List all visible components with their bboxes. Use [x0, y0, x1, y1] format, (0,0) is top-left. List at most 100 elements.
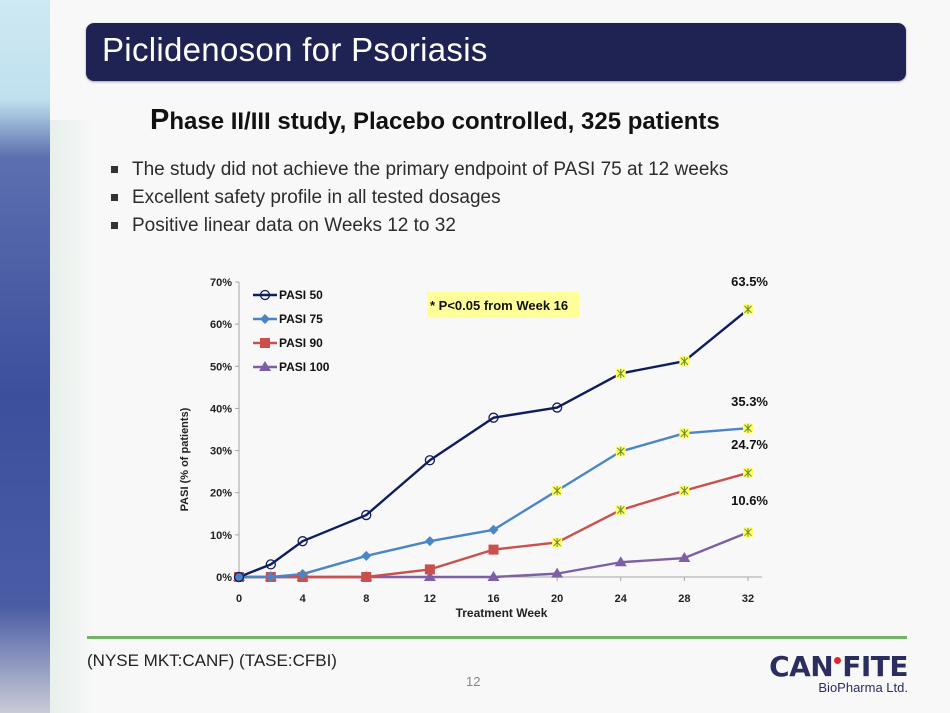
data-point-pasi-90	[424, 564, 435, 575]
asterisk-icon	[616, 505, 625, 515]
chart-svg: 0% 10% 20% 30% 40% 50% 60% 70% 0 4 8 12 16 20 24 28 32 Tr…	[179, 274, 768, 620]
legend-label: PASI 75	[279, 312, 323, 326]
data-point-pasi-75	[615, 446, 626, 457]
logo-red-dot-icon	[834, 657, 842, 664]
data-point-pasi-50	[679, 356, 690, 367]
data-point-pasi-100	[614, 556, 627, 567]
data-point-pasi-75	[361, 550, 372, 561]
subtitle-text: hase II/III study, Placebo controlled, 3…	[169, 108, 720, 135]
asterisk-icon	[744, 304, 752, 314]
data-point-pasi-75	[297, 569, 308, 580]
legend-marker-icon	[260, 338, 270, 348]
data-point-pasi-50	[297, 536, 308, 547]
bullet-list: The study did not achieve the primary en…	[111, 158, 728, 242]
series-line-pasi-90	[239, 471, 749, 579]
y-tick-label: 10%	[210, 530, 232, 542]
data-point-pasi-90	[743, 467, 753, 478]
y-tick-label: 50%	[210, 361, 232, 373]
asterisk-icon	[616, 446, 625, 456]
data-point-pasi-75	[424, 536, 435, 547]
legend-item: PASI 90	[253, 336, 323, 350]
data-point-pasi-75	[488, 524, 499, 535]
data-point-pasi-50	[488, 412, 499, 423]
data-point-pasi-90	[679, 485, 690, 496]
data-point-pasi-100	[678, 552, 691, 563]
asterisk-icon	[616, 368, 625, 378]
bullet-square-icon	[111, 222, 118, 229]
data-point-pasi-50	[424, 455, 436, 466]
y-tick-label: 70%	[210, 277, 232, 289]
legend-item: PASI 50	[253, 288, 323, 302]
data-point-pasi-50	[615, 368, 626, 379]
title-bar: Piclidenoson for Psoriasis	[86, 23, 906, 81]
slide-subtitle: Phase II/III study, Placebo controlled, …	[150, 104, 720, 137]
x-tick-label: 28	[678, 593, 690, 605]
x-tick-label: 8	[363, 593, 369, 605]
asterisk-icon	[680, 356, 689, 366]
y-tick-label: 40%	[210, 403, 232, 415]
legend-marker-icon	[260, 314, 270, 324]
y-tick-label: 0%	[216, 572, 232, 584]
data-point-pasi-50	[743, 304, 753, 315]
y-tick-label: 30%	[210, 446, 232, 458]
annotation-background	[427, 292, 579, 318]
asterisk-icon	[744, 423, 752, 433]
legend-item: PASI 100	[253, 360, 330, 374]
page-number: 12	[466, 674, 481, 689]
x-axis-title: Treatment Week	[456, 606, 548, 620]
data-point-pasi-50	[233, 571, 245, 583]
data-point-pasi-50	[361, 509, 372, 521]
bullet-item: Positive linear data on Weeks 12 to 32	[111, 214, 728, 242]
slide-title: Piclidenoson for Psoriasis	[102, 31, 488, 68]
chart-lines	[238, 308, 749, 579]
pasi-chart: 0% 10% 20% 30% 40% 50% 60% 70% 0 4 8 12 16 20 24 28 32 Tr…	[170, 265, 790, 625]
end-value-label: 10.6%	[731, 493, 768, 508]
x-tick-label: 16	[487, 593, 499, 605]
legend-marker-icon	[259, 289, 271, 301]
data-point-pasi-90	[615, 504, 626, 515]
asterisk-icon	[680, 486, 689, 496]
decorative-side-fade	[50, 120, 95, 713]
series-line-pasi-50	[238, 308, 749, 579]
data-point-pasi-100	[487, 571, 500, 581]
x-tick-label: 0	[236, 593, 242, 605]
x-tick-label: 4	[300, 593, 307, 605]
asterisk-icon	[744, 527, 752, 537]
data-point-pasi-75	[552, 485, 563, 496]
x-tick-label: 32	[742, 593, 754, 605]
data-point-pasi-75	[679, 428, 690, 439]
series-line-pasi-75	[239, 427, 749, 579]
x-tick-label: 20	[551, 593, 563, 605]
subtitle-initial: P	[150, 104, 170, 136]
significance-annotation: * P<0.05 from Week 16	[427, 292, 579, 318]
data-point-pasi-50	[265, 559, 276, 570]
bullet-item: Excellent safety profile in all tested d…	[111, 186, 728, 214]
chart-labels: 63.5% 35.3% 24.7% 10.6% * P<0.05 from Week 1…	[427, 274, 768, 508]
asterisk-icon	[744, 468, 752, 478]
decorative-side-artwork	[0, 0, 50, 713]
x-tick-label: 12	[424, 593, 436, 605]
bullet-item: The study did not achieve the primary en…	[111, 158, 728, 186]
bullet-square-icon	[111, 194, 118, 201]
data-point-pasi-75	[234, 572, 244, 582]
y-tick-label: 20%	[210, 488, 232, 500]
data-point-pasi-100	[743, 527, 753, 538]
data-point-pasi-75	[265, 572, 276, 582]
data-point-pasi-90	[488, 544, 499, 555]
chart-axes: 0% 10% 20% 30% 40% 50% 60% 70% 0 4 8 12 16 20 24 28 32 Tr…	[179, 277, 762, 620]
logo-wordmark: CAN FITE	[769, 650, 908, 683]
chart-legend: PASI 50 PASI 75 PASI 90 PASI 100	[253, 288, 330, 374]
legend-marker-icon	[259, 361, 271, 371]
logo-subtitle: BioPharma Ltd.	[818, 680, 908, 695]
legend-label: PASI 50	[279, 288, 323, 302]
bullet-square-icon	[111, 166, 118, 173]
legend-label: PASI 90	[279, 336, 323, 350]
asterisk-icon	[680, 428, 689, 438]
data-point-pasi-90	[552, 537, 563, 548]
data-point-pasi-90	[361, 572, 372, 582]
legend-label: PASI 100	[279, 360, 330, 374]
annotation-text: * P<0.05 from Week 16	[430, 298, 568, 313]
data-point-pasi-50	[551, 402, 563, 413]
company-logo: CAN FITE BioPharma Ltd.	[768, 650, 910, 695]
y-axis-title: PASI (% of patients)	[179, 407, 191, 511]
